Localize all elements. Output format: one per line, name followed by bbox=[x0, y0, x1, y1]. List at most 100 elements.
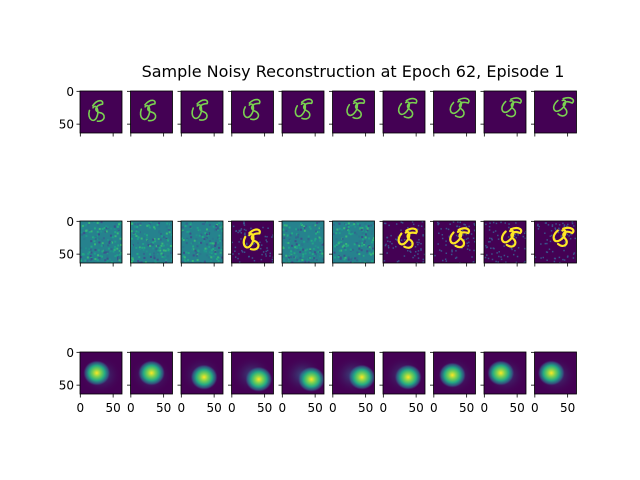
noise bbox=[422, 235, 424, 237]
noise bbox=[418, 241, 420, 244]
noise bbox=[136, 252, 139, 255]
noise bbox=[162, 244, 165, 247]
noise bbox=[118, 253, 121, 256]
noise bbox=[140, 237, 143, 240]
noise bbox=[321, 243, 324, 246]
noise bbox=[570, 233, 572, 236]
noise bbox=[422, 258, 425, 261]
noise bbox=[414, 250, 417, 253]
noise bbox=[153, 257, 156, 260]
noise bbox=[332, 223, 335, 226]
noise bbox=[210, 245, 213, 248]
noise bbox=[89, 259, 92, 262]
noise bbox=[338, 241, 341, 244]
noise bbox=[201, 223, 204, 226]
image bbox=[484, 352, 526, 394]
noise bbox=[114, 240, 117, 243]
noise bbox=[441, 234, 444, 236]
noise bbox=[143, 256, 146, 259]
noise bbox=[466, 248, 469, 250]
noise bbox=[218, 222, 221, 225]
noise bbox=[362, 254, 365, 257]
noise bbox=[109, 250, 112, 253]
noise bbox=[101, 227, 104, 230]
noise bbox=[182, 251, 185, 254]
noise bbox=[400, 221, 403, 224]
noise bbox=[167, 239, 170, 242]
noise bbox=[368, 252, 371, 255]
noise bbox=[214, 243, 217, 246]
noise bbox=[235, 230, 237, 233]
noise bbox=[395, 223, 398, 225]
noise bbox=[356, 259, 359, 262]
noise bbox=[181, 262, 184, 263]
noise bbox=[116, 225, 119, 228]
noise bbox=[155, 245, 158, 248]
noise bbox=[452, 221, 455, 223]
noise bbox=[266, 247, 268, 249]
noise bbox=[368, 237, 371, 240]
noise bbox=[354, 225, 357, 228]
noise bbox=[182, 239, 185, 242]
noise bbox=[313, 254, 316, 257]
noise bbox=[154, 240, 157, 243]
noise bbox=[96, 238, 99, 241]
image bbox=[332, 91, 375, 133]
x-tick-label: 0 bbox=[531, 401, 539, 415]
noise bbox=[395, 239, 398, 241]
noise bbox=[572, 253, 575, 255]
noise bbox=[131, 237, 134, 240]
noise bbox=[343, 258, 346, 261]
noise bbox=[508, 226, 510, 229]
noise bbox=[387, 245, 390, 247]
y-tick-label: 50 bbox=[59, 379, 74, 393]
noise bbox=[297, 233, 300, 236]
image-panel: 0 50 bbox=[59, 85, 123, 137]
noise bbox=[358, 235, 361, 238]
noise bbox=[474, 224, 476, 226]
noise bbox=[171, 258, 173, 261]
noise bbox=[285, 224, 288, 227]
noise bbox=[454, 257, 457, 259]
noise bbox=[465, 233, 468, 236]
panel-frame bbox=[332, 220, 375, 264]
noise bbox=[237, 257, 239, 260]
noise bbox=[154, 259, 157, 262]
noise bbox=[343, 246, 346, 249]
noise bbox=[515, 261, 518, 263]
noise bbox=[250, 227, 252, 230]
noise bbox=[549, 240, 552, 243]
noise bbox=[347, 226, 350, 229]
digit-stroke bbox=[397, 97, 418, 119]
noise bbox=[302, 248, 305, 251]
noise bbox=[153, 227, 156, 230]
noise bbox=[192, 245, 195, 248]
noise bbox=[288, 255, 291, 258]
panel-frame bbox=[231, 351, 274, 395]
noise bbox=[181, 261, 184, 263]
noise bbox=[134, 223, 137, 226]
noise bbox=[244, 234, 246, 236]
noise bbox=[358, 240, 361, 243]
noise bbox=[323, 242, 324, 245]
noise bbox=[215, 228, 218, 231]
noise bbox=[287, 256, 290, 259]
image-panel bbox=[278, 90, 325, 137]
noise bbox=[139, 247, 142, 250]
noise bbox=[517, 247, 520, 249]
noise bbox=[312, 247, 315, 250]
noise bbox=[339, 256, 342, 259]
noise bbox=[316, 237, 319, 240]
noise bbox=[387, 240, 389, 242]
noise bbox=[385, 243, 387, 246]
noise bbox=[185, 222, 188, 225]
noise bbox=[118, 249, 121, 252]
noise bbox=[364, 222, 367, 225]
noise bbox=[364, 236, 367, 239]
noise bbox=[551, 224, 554, 226]
noise bbox=[416, 241, 418, 244]
noise bbox=[353, 223, 356, 226]
noise bbox=[282, 258, 285, 261]
noise bbox=[198, 241, 201, 244]
noise bbox=[110, 238, 113, 241]
